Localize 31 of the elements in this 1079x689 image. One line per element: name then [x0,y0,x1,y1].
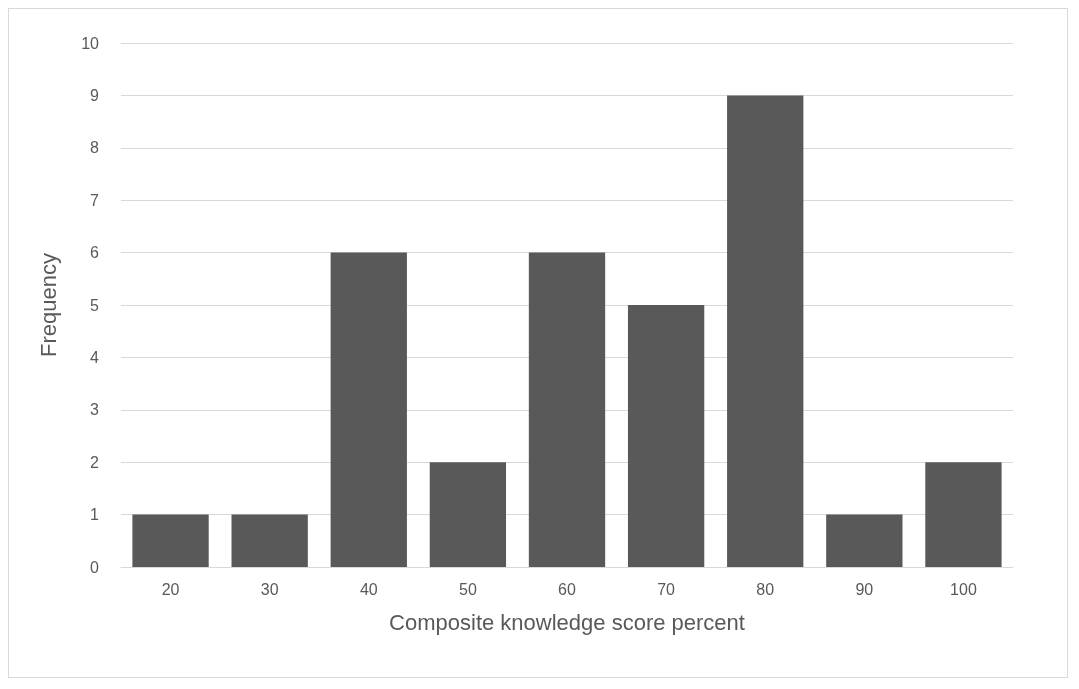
bar [727,95,804,567]
y-tick-label: 5 [90,296,100,314]
x-tick-label: 70 [657,580,676,598]
y-tick-label: 3 [90,401,100,419]
y-tick-label: 7 [90,191,100,209]
x-tick-label: 90 [855,580,874,598]
x-tick-label: 20 [161,580,180,598]
bar [429,462,507,567]
bar [925,462,1002,567]
y-tick-label: 8 [90,139,100,157]
bar [231,514,308,567]
x-tick-label: 100 [950,580,977,598]
x-tick-label: 30 [260,580,279,598]
y-axis-title: Frequency [35,253,61,357]
bar [528,252,606,567]
x-tick-label: 80 [756,580,775,598]
y-tick-label: 1 [90,506,100,524]
bar [330,252,407,567]
x-axis-title: Composite knowledge score percent [389,609,745,635]
y-tick-label: 9 [90,86,100,104]
bar [132,514,209,567]
y-tick-label: 10 [81,34,100,52]
x-tick-label: 40 [359,580,378,598]
y-tick-label: 4 [90,348,100,366]
y-tick-label: 0 [90,558,100,576]
y-tick-label: 6 [90,244,100,262]
x-tick-label: 50 [458,580,477,598]
x-tick-label: 60 [558,580,576,598]
bar [826,514,903,567]
y-tick-label: 2 [90,453,100,471]
bar [627,305,705,567]
